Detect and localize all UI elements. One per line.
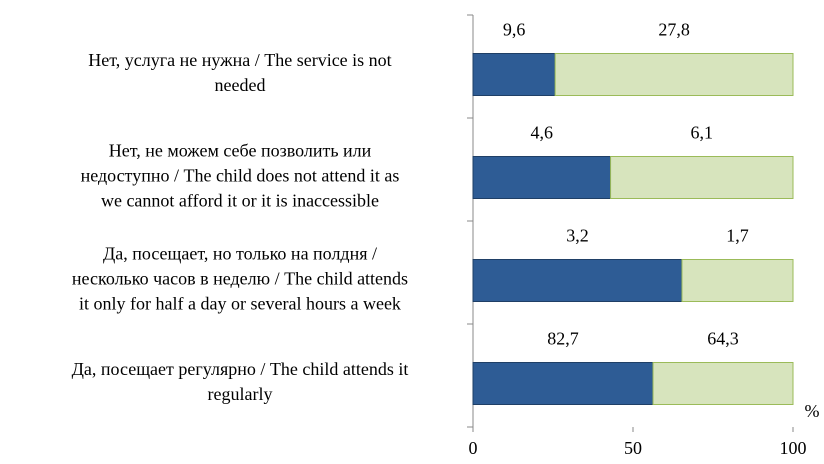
value-label: 9,6 — [503, 20, 526, 40]
category-label: Нет, услуга не нужна / The service is no… — [88, 50, 391, 70]
bar-segment — [472, 362, 654, 405]
value-label: 27,8 — [658, 20, 690, 40]
value-label: 82,7 — [547, 329, 579, 349]
category-label: regularly — [208, 384, 273, 404]
category-label: недоступно / The child does not attend i… — [81, 166, 400, 186]
category-label: Да, посещает, но только на полдня / — [103, 244, 377, 264]
x-tick-label: 0 — [469, 438, 478, 458]
bar-segment — [652, 362, 794, 405]
category-label: needed — [215, 75, 266, 95]
category-label: Да, посещает регулярно / The child atten… — [72, 359, 409, 379]
value-label: 3,2 — [566, 226, 589, 246]
x-tick-label: 100 — [780, 438, 807, 458]
category-label: we cannot afford it or it is inaccessibl… — [101, 191, 379, 211]
bar-segment — [472, 259, 683, 302]
x-tick-label: 50 — [624, 438, 642, 458]
category-label: it only for half a day or several hours … — [79, 294, 401, 314]
category-label: несколько часов в неделю / The child att… — [72, 269, 408, 289]
bar-segment — [681, 259, 794, 302]
bar-segment — [472, 53, 556, 96]
bar-segment — [610, 156, 794, 199]
x-axis-label: % — [805, 401, 820, 421]
value-label: 1,7 — [726, 226, 749, 246]
bar-segment — [472, 156, 612, 199]
bar-segment — [554, 53, 794, 96]
value-label: 64,3 — [707, 329, 739, 349]
category-label: Нет, не можем себе позволить или — [109, 141, 372, 161]
value-label: 6,1 — [691, 123, 714, 143]
value-label: 4,6 — [531, 123, 554, 143]
